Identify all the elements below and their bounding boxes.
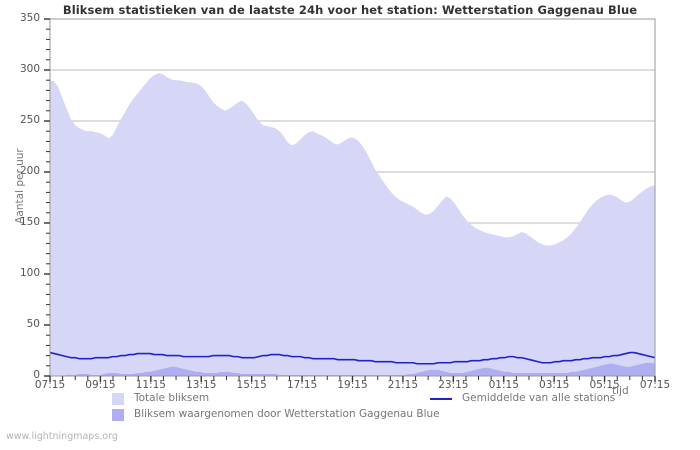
- area-series-total: [50, 73, 655, 376]
- legend-swatch-total: [112, 393, 124, 405]
- x-tick-label: 03:15: [539, 379, 570, 391]
- y-tick-label: 350: [19, 12, 40, 24]
- x-tick-label: 17:15: [286, 379, 318, 391]
- legend-swatch-station: [112, 409, 124, 421]
- y-tick-label: 50: [26, 318, 40, 330]
- area-series-station: [50, 362, 655, 376]
- legend-line-average: [430, 398, 452, 400]
- y-tick-label: 250: [19, 114, 40, 126]
- x-tick-label: 11:15: [135, 379, 166, 391]
- x-tick-label: 15:15: [236, 379, 267, 391]
- y-tick-label: 150: [19, 216, 40, 228]
- x-tick-label: 13:15: [186, 379, 217, 391]
- x-tick-label: 05:15: [589, 379, 620, 391]
- x-tick-label: 07:15: [639, 379, 671, 391]
- x-tick-label: 07:15: [34, 379, 66, 391]
- y-tick-label: 200: [19, 165, 40, 177]
- legend-label-station: Bliksem waargenomen door Wetterstation G…: [134, 408, 440, 420]
- x-tick-label: 19:15: [337, 379, 368, 391]
- x-tick-label: 21:15: [387, 379, 419, 391]
- legend-label-total: Totale bliksem: [134, 392, 210, 404]
- chart-legend: Totale bliksem Bliksem waargenomen door …: [0, 391, 700, 425]
- x-tick-label: 01:15: [488, 379, 519, 391]
- y-tick-label: 300: [19, 63, 40, 75]
- x-axis-title: tijd: [612, 385, 629, 397]
- y-tick-label: 0: [33, 369, 40, 381]
- chart-title: Bliksem statistieken van de laatste 24h …: [62, 3, 638, 17]
- line-series-average: [49, 351, 656, 365]
- x-tick-label: 23:15: [438, 379, 469, 391]
- x-tick-label: 09:15: [85, 379, 116, 391]
- legend-label-average: Gemiddelde van alle stations: [462, 392, 616, 404]
- y-tick-label: 100: [19, 267, 40, 279]
- footer-url: www.lightningmaps.org: [6, 431, 118, 442]
